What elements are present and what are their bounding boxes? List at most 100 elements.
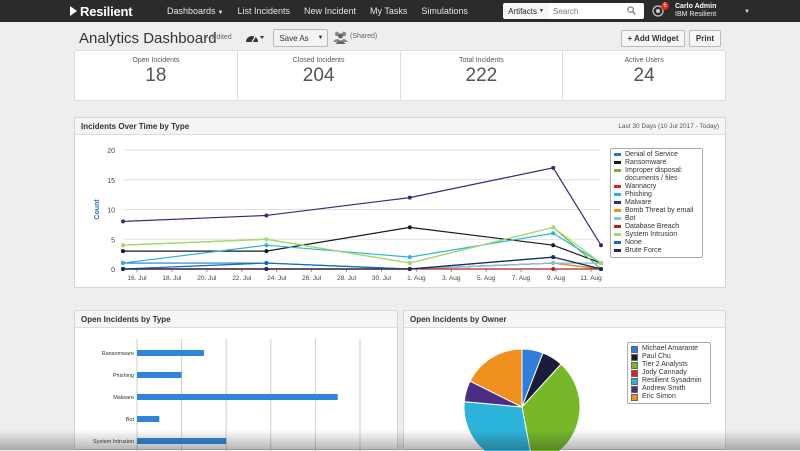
legend-swatch — [614, 225, 621, 228]
legend-swatch — [614, 217, 621, 220]
legend-item[interactable]: Improper disposal: documents / files — [614, 167, 699, 183]
chevron-down-icon: ▼ — [217, 10, 224, 16]
legend-swatch — [614, 249, 621, 252]
stats-panel: Open Incidents 18 Closed Incidents 204 Tot… — [74, 50, 726, 101]
legend-item[interactable]: Ransomware — [614, 159, 699, 167]
open-incidents-by-type-panel: Open Incidents by Type Ransomware Phishin… — [74, 310, 398, 451]
data-point — [407, 225, 412, 230]
bar — [137, 438, 227, 444]
stat-open-incidents: Open Incidents 18 — [75, 51, 238, 100]
y-tick-label: 5 — [111, 237, 115, 244]
legend-label: Bot — [625, 215, 636, 222]
data-point — [121, 267, 125, 271]
legend-item[interactable]: Database Breach — [614, 223, 699, 231]
data-point — [121, 261, 125, 266]
nav-my-tasks[interactable]: My Tasks — [370, 6, 408, 16]
legend-item[interactable]: System Intrusion — [614, 231, 699, 239]
data-point — [551, 165, 556, 170]
legend-swatch — [631, 369, 638, 377]
data-point — [121, 219, 125, 224]
legend-item[interactable]: Andrew Smith — [631, 385, 707, 393]
artifacts-label: Artifacts — [508, 6, 537, 16]
legend-item[interactable]: Paul Chu — [631, 353, 707, 361]
legend-swatch — [614, 193, 621, 196]
legend-item[interactable]: Resilient Sysadmin — [631, 377, 707, 385]
artifacts-dropdown[interactable]: Artifacts ▼ — [503, 3, 549, 19]
y-tick-label: 20 — [107, 148, 115, 155]
dashboard-gauge-icon[interactable] — [244, 32, 264, 44]
legend-swatch — [614, 161, 621, 164]
legend-item[interactable]: Eric Simon — [631, 393, 707, 401]
nav-simulations[interactable]: Simulations — [421, 6, 468, 16]
user-org: IBM Resilient — [675, 11, 717, 18]
stat-label: Open Incidents — [132, 57, 180, 64]
stat-value: 24 — [633, 65, 655, 86]
legend-label: Andrew Smith — [642, 385, 686, 392]
data-point — [264, 213, 269, 218]
legend-item[interactable]: Bomb Threat by email — [614, 207, 699, 215]
shared-label: (Shared) — [350, 33, 378, 40]
add-widget-button[interactable]: + Add Widget — [621, 30, 685, 47]
legend-item[interactable]: Brute Force — [614, 247, 699, 255]
legend-item[interactable]: Wannacry — [614, 183, 699, 191]
top-navbar: Resilient Dashboards ▼ List Incidents New… — [0, 0, 800, 22]
panel-header: Open Incidents by Owner — [404, 311, 725, 328]
x-tick-label: 5. Aug — [477, 275, 496, 282]
legend-item[interactable]: Tier 2 Analysts — [631, 361, 707, 369]
stat-label: Closed Incidents — [292, 57, 345, 64]
save-as-button[interactable]: Save As — [273, 29, 315, 47]
data-point — [121, 249, 125, 254]
x-tick-label: 26. Jul — [302, 275, 322, 282]
legend-item[interactable]: Phishing — [614, 191, 699, 199]
pie-chart-legend: Michael Amarante Paul Chu Tier 2 Analysts J… — [627, 342, 711, 404]
legend-swatch — [614, 185, 621, 188]
data-point — [599, 267, 603, 271]
chevron-down-icon: ▼ — [317, 35, 324, 41]
legend-item[interactable]: Michael Amarante — [631, 345, 707, 353]
legend-item[interactable]: Denial of Service — [614, 151, 699, 159]
x-tick-label: 11. Aug — [580, 275, 602, 282]
legend-swatch — [614, 241, 621, 244]
panel-title: Incidents Over Time by Type — [81, 122, 190, 131]
print-button[interactable]: Print — [689, 30, 721, 47]
search-input[interactable] — [549, 3, 644, 19]
nav-new-incident[interactable]: New Incident — [304, 6, 357, 16]
x-tick-label: 1. Aug — [407, 275, 426, 282]
legend-label: Paul Chu — [642, 353, 671, 360]
legend-item[interactable]: Malware — [614, 199, 699, 207]
legend-swatch — [631, 353, 638, 361]
stat-total-incidents: Total Incidents 222 — [401, 51, 564, 100]
legend-label: Bomb Threat by email — [625, 207, 694, 214]
panel-header: Open Incidents by Type — [75, 311, 397, 328]
nav-list-incidents[interactable]: List Incidents — [237, 6, 291, 16]
logo-text: Resilient — [80, 3, 133, 19]
search-icon[interactable] — [627, 6, 636, 15]
legend-swatch — [614, 209, 621, 212]
stat-value: 18 — [145, 65, 167, 86]
open-incidents-by-owner-panel: Open Incidents by Owner Michael Amarante… — [403, 310, 726, 451]
pie-slice — [521, 363, 581, 451]
chevron-down-icon[interactable]: ▼ — [744, 9, 750, 15]
legend-item[interactable]: None — [614, 239, 699, 247]
nav-dashboards[interactable]: Dashboards ▼ — [160, 6, 230, 16]
legend-swatch — [614, 233, 621, 236]
legend-label: Resilient Sysadmin — [642, 377, 702, 384]
resilient-logo[interactable]: Resilient — [70, 3, 133, 19]
legend-label: Improper disposal: documents / files — [625, 167, 683, 182]
legend-item[interactable]: Bot — [614, 215, 699, 223]
legend-label: Ransomware — [625, 159, 667, 166]
legend-label: Wannacry — [625, 183, 657, 190]
legend-item[interactable]: Jody Cannady — [631, 369, 707, 377]
x-tick-label: 24. Jul — [267, 275, 287, 282]
legend-swatch — [631, 377, 638, 385]
data-point — [599, 243, 603, 248]
user-menu[interactable]: Carlo Admin IBM Resilient — [675, 3, 716, 19]
legend-label: Database Breach — [625, 223, 680, 230]
save-as-dropdown-toggle[interactable]: ▼ — [314, 29, 328, 47]
data-point — [551, 231, 556, 236]
notification-icon[interactable] — [652, 5, 664, 17]
bar — [137, 394, 338, 400]
legend-swatch — [631, 385, 638, 393]
category-label: Bot — [126, 417, 135, 423]
legend-label: Jody Cannady — [642, 369, 687, 376]
